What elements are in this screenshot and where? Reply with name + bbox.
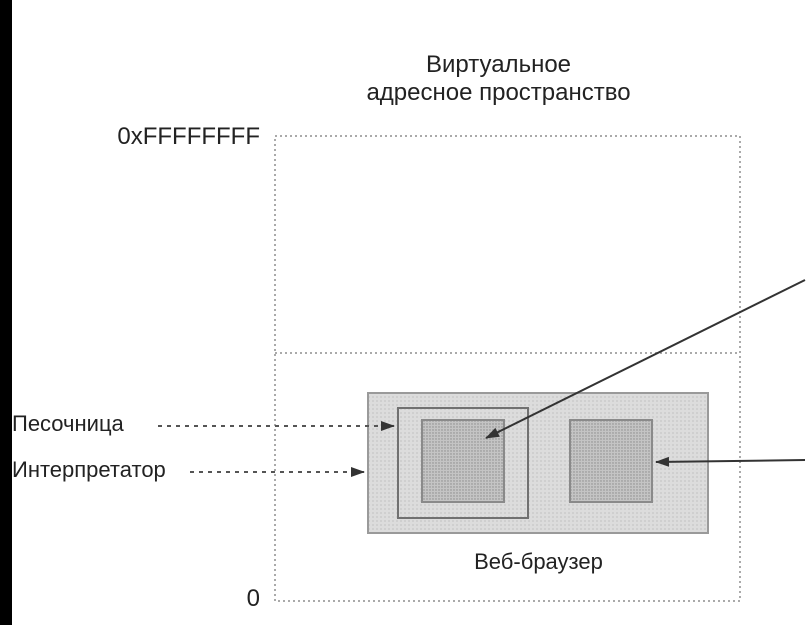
inner-block bbox=[570, 420, 652, 502]
memory-top-label: 0xFFFFFFFF bbox=[117, 122, 260, 152]
inner-block bbox=[422, 420, 504, 502]
label-sandbox: Песочница bbox=[12, 410, 124, 438]
label-interpreter: Интерпретатор bbox=[12, 456, 166, 484]
diagram-title-line1: Виртуальное bbox=[95, 50, 807, 80]
memory-bottom-label: 0 bbox=[247, 584, 260, 614]
diagram-title-line2: адресное пространство bbox=[95, 78, 807, 108]
browser-region bbox=[368, 393, 708, 533]
browser-label: Веб-браузер bbox=[135, 548, 807, 576]
